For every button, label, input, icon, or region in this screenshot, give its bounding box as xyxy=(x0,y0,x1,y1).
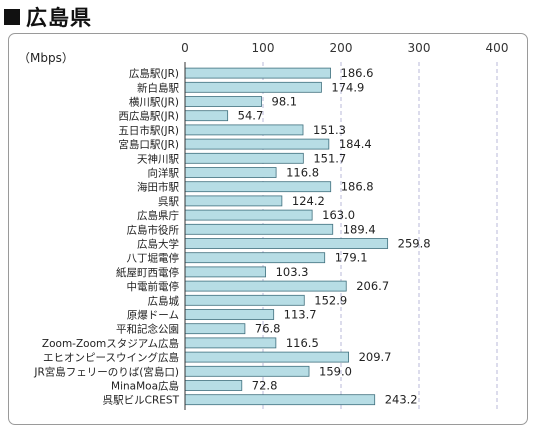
category-label: 呉駅ビルCREST xyxy=(103,395,180,407)
value-label: 259.8 xyxy=(398,237,431,251)
category-label: 広島県庁 xyxy=(137,209,179,222)
category-label: 原爆ドーム xyxy=(127,309,179,322)
x-tick-label: 200 xyxy=(330,41,353,55)
bar xyxy=(184,294,305,306)
category-label: 五日市駅(JR) xyxy=(118,124,179,137)
category-label: 呉駅 xyxy=(158,196,179,208)
category-label: エヒオンピースウイング広島 xyxy=(43,351,179,364)
bar xyxy=(184,152,304,164)
value-label: 189.4 xyxy=(343,222,376,236)
bar xyxy=(184,266,266,278)
bar xyxy=(184,238,389,249)
category-label: 天神川駅 xyxy=(137,152,179,165)
category-label: Zoom-Zoomスタジアム広島 xyxy=(42,337,179,350)
bar xyxy=(184,167,277,178)
category-label: 新白島駅 xyxy=(137,81,179,94)
bar xyxy=(184,351,349,363)
page-heading: 広島県 xyxy=(4,2,92,32)
category-label: 宮島口駅(JR) xyxy=(118,138,179,151)
bar xyxy=(184,309,275,320)
category-label: JR宮島フェリーのりば(宮島口) xyxy=(33,365,179,378)
value-label: 113.7 xyxy=(284,308,317,322)
category-label: 海田市駅 xyxy=(137,181,179,194)
value-label: 209.7 xyxy=(359,350,392,364)
bar xyxy=(184,181,332,193)
value-label: 72.8 xyxy=(252,379,278,393)
category-label: 八丁堀電停 xyxy=(127,252,180,265)
category-label: 広島市役所 xyxy=(127,223,180,236)
value-label: 206.7 xyxy=(356,279,389,293)
value-label: 151.7 xyxy=(313,151,346,165)
bar xyxy=(184,110,229,122)
bar xyxy=(184,323,246,335)
value-label: 163.0 xyxy=(322,208,355,222)
x-tick-label: 0 xyxy=(181,41,189,55)
bar xyxy=(184,209,313,221)
category-label: 広島大学 xyxy=(137,238,179,251)
value-label: 116.5 xyxy=(286,336,319,350)
page-title: 広島県 xyxy=(26,6,92,30)
category-label: 西広島駅(JR) xyxy=(118,110,179,123)
bar xyxy=(184,81,322,93)
value-label: 54.7 xyxy=(238,109,264,123)
value-label: 151.3 xyxy=(313,123,346,137)
bar xyxy=(184,252,326,264)
bar xyxy=(184,337,277,349)
bar xyxy=(184,380,243,391)
value-label: 159.0 xyxy=(319,364,352,378)
value-label: 184.4 xyxy=(339,137,372,151)
value-label: 116.8 xyxy=(286,166,319,180)
category-label: MinaMoa広島 xyxy=(111,380,179,393)
value-label: 243.2 xyxy=(385,393,418,407)
value-label: 124.2 xyxy=(292,194,325,208)
bar xyxy=(184,138,330,150)
heading-square-icon xyxy=(4,9,20,25)
category-label: 広島城 xyxy=(148,294,180,307)
x-tick-label: 300 xyxy=(408,41,431,55)
bar xyxy=(184,67,331,79)
value-label: 179.1 xyxy=(335,251,368,265)
bar xyxy=(184,96,262,107)
bar xyxy=(184,280,347,292)
value-label: 76.8 xyxy=(255,322,281,336)
category-label: 紙屋町西電停 xyxy=(116,266,179,279)
x-tick-label: 400 xyxy=(486,41,509,55)
x-tick-label: 100 xyxy=(252,41,275,55)
bar xyxy=(184,394,376,406)
category-label: 向洋駅 xyxy=(148,167,180,180)
value-label: 186.6 xyxy=(341,66,374,80)
category-label: 中電前電停 xyxy=(127,280,180,293)
value-label: 186.8 xyxy=(341,180,374,194)
bar xyxy=(184,223,334,235)
value-label: 174.9 xyxy=(331,80,364,94)
category-label: 平和記念公園 xyxy=(116,323,179,336)
value-label: 103.3 xyxy=(276,265,309,279)
bar xyxy=(184,124,304,136)
bar xyxy=(184,195,283,207)
category-label: 横川駅(JR) xyxy=(129,96,179,109)
bar xyxy=(184,365,310,377)
unit-label: （Mbps） xyxy=(18,51,74,65)
value-label: 152.9 xyxy=(314,293,347,307)
category-label: 広島駅(JR) xyxy=(129,67,179,80)
value-label: 98.1 xyxy=(272,95,298,109)
